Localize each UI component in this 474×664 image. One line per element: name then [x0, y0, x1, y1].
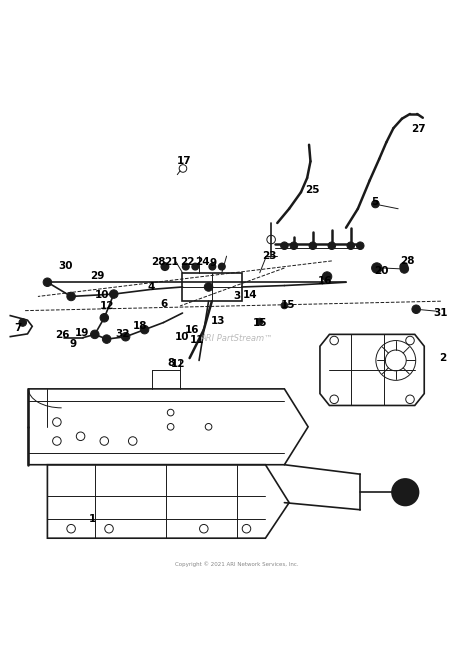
Circle shape [102, 335, 111, 343]
Circle shape [192, 263, 199, 270]
Text: 24: 24 [196, 257, 210, 267]
Text: 5: 5 [371, 197, 378, 207]
Circle shape [322, 272, 332, 282]
Text: 11: 11 [190, 335, 204, 345]
Circle shape [109, 290, 118, 298]
Text: 28: 28 [401, 256, 415, 266]
Text: 10: 10 [175, 332, 190, 342]
Text: 15: 15 [253, 319, 267, 329]
Circle shape [256, 318, 263, 325]
Circle shape [397, 483, 414, 501]
Text: 22: 22 [180, 257, 194, 267]
Text: 3: 3 [233, 291, 241, 301]
Text: 32: 32 [115, 329, 129, 339]
Circle shape [219, 263, 225, 270]
Text: 29: 29 [90, 271, 104, 281]
Text: 1: 1 [89, 514, 96, 525]
Text: 26: 26 [55, 330, 70, 341]
Text: 9: 9 [70, 339, 77, 349]
Circle shape [19, 319, 27, 326]
Text: 18: 18 [133, 321, 147, 331]
Text: 23: 23 [262, 251, 276, 261]
Circle shape [67, 292, 75, 301]
Text: 17: 17 [177, 156, 191, 167]
Text: 12: 12 [100, 301, 114, 311]
Circle shape [43, 278, 52, 286]
Circle shape [412, 305, 420, 313]
Text: 4: 4 [148, 282, 155, 292]
Text: 27: 27 [411, 124, 425, 134]
Text: 10: 10 [95, 290, 109, 300]
Circle shape [281, 302, 288, 309]
Text: 9: 9 [210, 258, 217, 268]
Text: 7: 7 [14, 323, 22, 333]
Text: 19: 19 [74, 328, 89, 338]
Text: Copyright © 2021 ARI Network Services, Inc.: Copyright © 2021 ARI Network Services, I… [175, 562, 299, 567]
Text: 14: 14 [243, 290, 257, 299]
Circle shape [100, 313, 109, 322]
Circle shape [140, 325, 149, 334]
Circle shape [161, 263, 169, 270]
Text: 21: 21 [164, 257, 179, 267]
Circle shape [400, 265, 409, 273]
Circle shape [290, 242, 298, 250]
Circle shape [356, 242, 364, 250]
Circle shape [281, 242, 288, 250]
Circle shape [392, 479, 419, 505]
Text: 12: 12 [171, 359, 185, 369]
Text: 6: 6 [160, 299, 167, 309]
Circle shape [309, 242, 317, 250]
Text: 13: 13 [211, 315, 225, 325]
Circle shape [372, 201, 379, 208]
Text: 2: 2 [439, 353, 447, 363]
Circle shape [372, 263, 382, 273]
Text: 28: 28 [152, 257, 166, 267]
Text: 25: 25 [306, 185, 320, 195]
Text: 31: 31 [434, 308, 448, 318]
Circle shape [204, 283, 213, 291]
Circle shape [182, 263, 189, 270]
Circle shape [91, 330, 99, 339]
Text: 20: 20 [374, 266, 389, 276]
Text: ARI PartStream™: ARI PartStream™ [201, 334, 273, 343]
Text: 15: 15 [281, 299, 295, 309]
Circle shape [121, 333, 130, 341]
Circle shape [328, 242, 336, 250]
Circle shape [400, 263, 408, 270]
Text: 30: 30 [58, 261, 73, 271]
Text: 8: 8 [167, 358, 174, 368]
Text: 16: 16 [318, 276, 332, 286]
Circle shape [347, 242, 355, 250]
Circle shape [209, 263, 216, 270]
Text: 16: 16 [185, 325, 199, 335]
